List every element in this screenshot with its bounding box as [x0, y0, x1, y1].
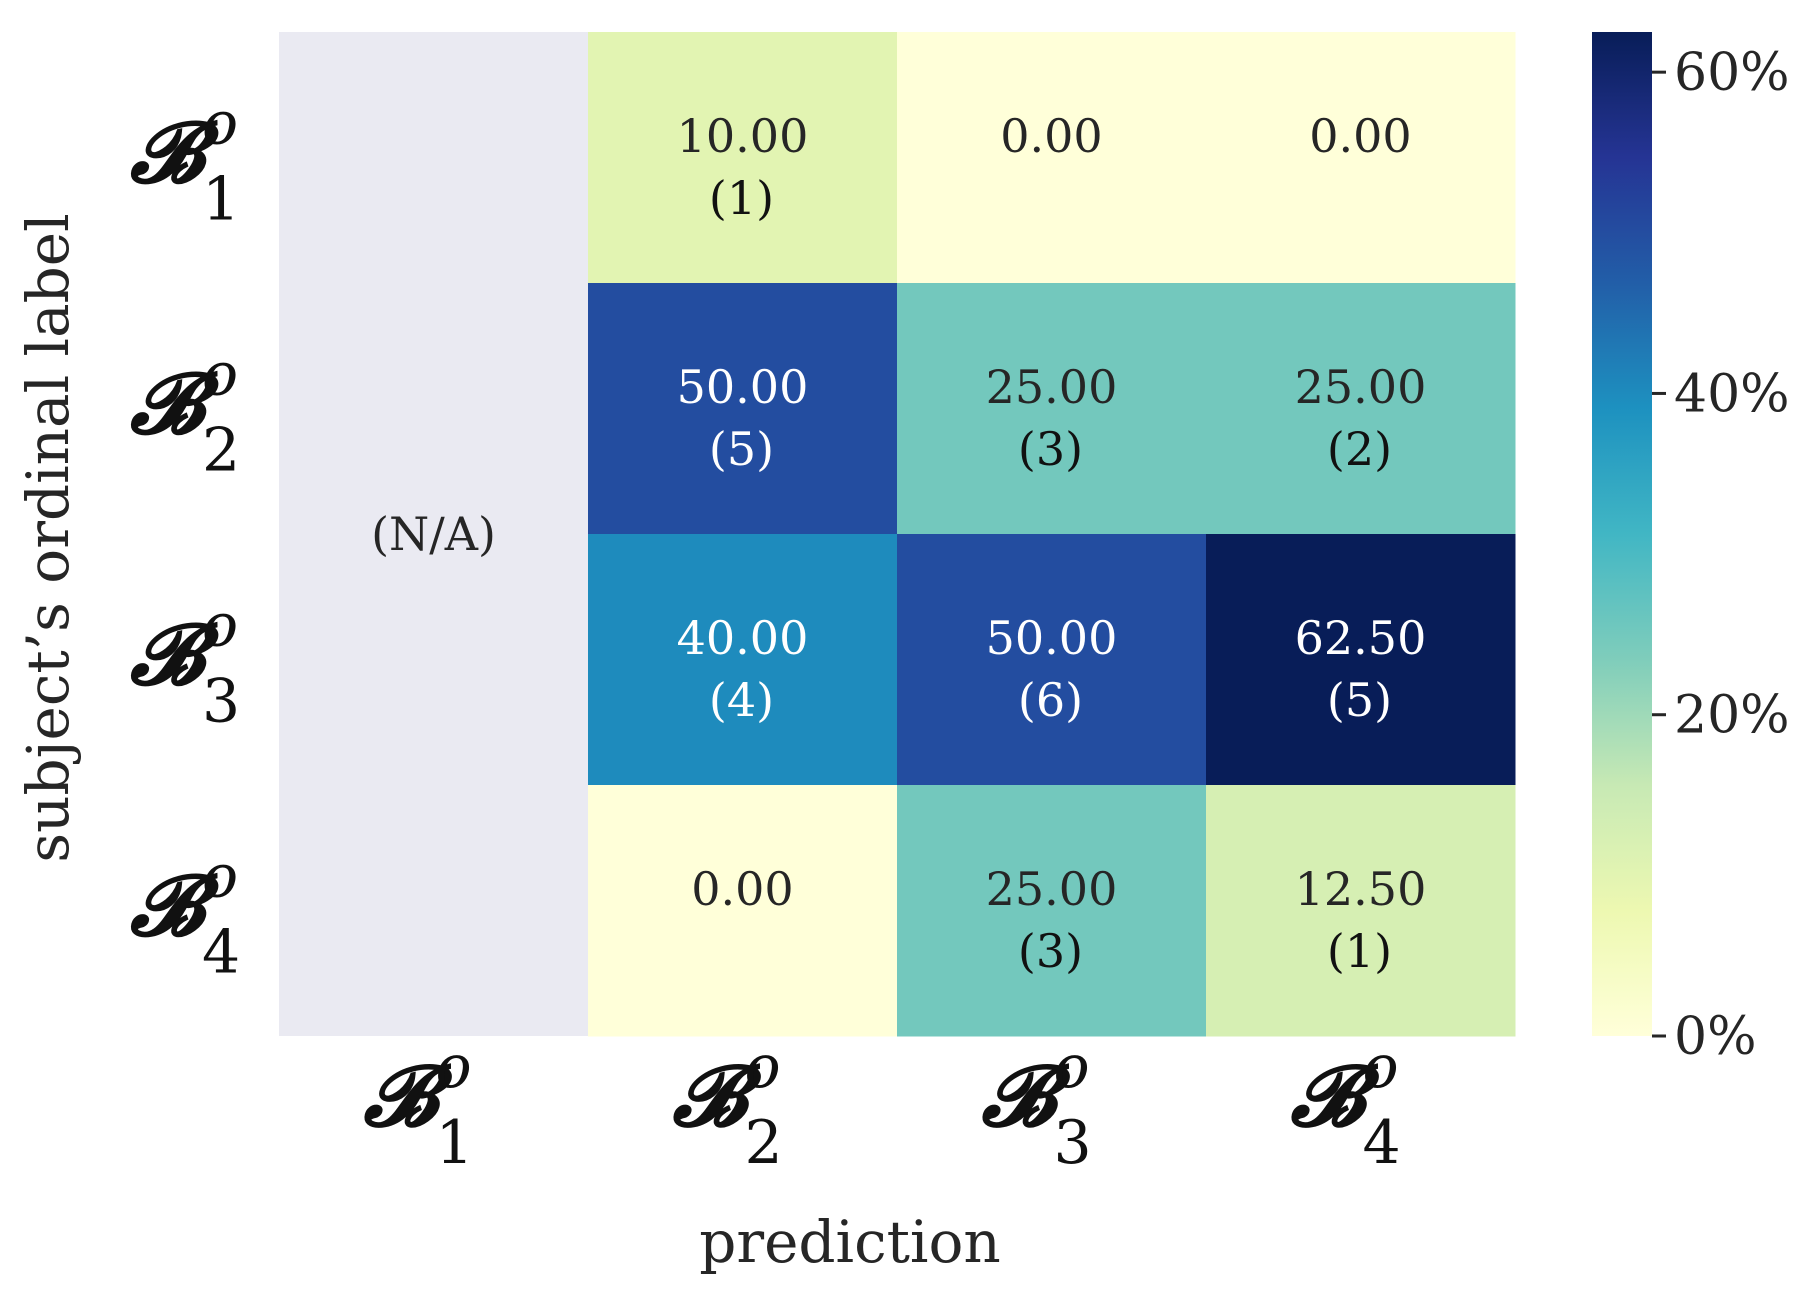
- cell-value-label: 0.00: [1000, 109, 1102, 163]
- heatmap-cells: [279, 32, 1516, 1037]
- heatmap-cell: [897, 534, 1207, 786]
- cell-count-label: (5): [709, 422, 774, 476]
- tick-sup: o: [202, 340, 238, 410]
- cell-count-label: (2): [1327, 422, 1392, 476]
- cell-value-label: 0.00: [1309, 109, 1411, 163]
- heatmap-cell: [588, 785, 898, 1037]
- x-tick-labels: 𝓑o1 𝓑o2 𝓑o3 𝓑o4: [363, 1032, 1401, 1178]
- tick-sup: o: [745, 1032, 781, 1102]
- tick-sup: o: [202, 842, 238, 912]
- cell-count-label: (3): [1018, 924, 1083, 978]
- y-axis-label: subject’s ordinal label: [14, 213, 82, 862]
- colorbar: 0% 20% 40% 60%: [1592, 32, 1790, 1067]
- heatmap-cell: [897, 785, 1207, 1037]
- tick-sup: o: [202, 89, 238, 159]
- cell-value-label: 0.00: [691, 862, 793, 916]
- y-tick-label: 𝓑o1: [129, 89, 240, 235]
- cell-labels: (N/A) 10.00 (1) 0.00 0.00 50.00 (5) 25.00 (3) 25.…: [371, 109, 1426, 978]
- heatmap-cell: [588, 32, 898, 284]
- cell-value-label: 62.50: [1295, 611, 1427, 665]
- tick-sub: 2: [745, 1108, 783, 1178]
- cell-value-label: 25.00: [1295, 360, 1427, 414]
- cell-count-label: (1): [1327, 924, 1392, 978]
- y-tick-labels: 𝓑o1 𝓑o2 𝓑o3 𝓑o4: [129, 89, 240, 988]
- tick-sub: 1: [202, 165, 240, 235]
- y-tick-label: 𝓑o4: [129, 842, 240, 988]
- cell-count-label: (4): [709, 673, 774, 727]
- colorbar-tick-label: 60%: [1674, 43, 1790, 103]
- heatmap-cell: [1206, 534, 1516, 786]
- x-axis-label: prediction: [699, 1208, 1000, 1276]
- tick-sub: 3: [202, 667, 240, 737]
- x-tick-label: 𝓑o3: [981, 1032, 1092, 1178]
- tick-sup: o: [202, 591, 238, 661]
- na-label: (N/A): [371, 507, 496, 561]
- cell-count-label: (1): [709, 171, 774, 225]
- cell-count-label: (3): [1018, 422, 1083, 476]
- tick-sup: o: [1363, 1032, 1399, 1102]
- cell-value-label: 10.00: [677, 109, 809, 163]
- x-tick-label: 𝓑o2: [672, 1032, 783, 1178]
- cell-value-label: 25.00: [986, 360, 1118, 414]
- heatmap-cell: [897, 32, 1207, 284]
- na-column-cell: [279, 32, 588, 1036]
- heatmap-cell: [1206, 785, 1516, 1037]
- colorbar-gradient: [1592, 32, 1652, 1036]
- cell-value-label: 40.00: [677, 611, 809, 665]
- colorbar-tick-label: 20%: [1674, 686, 1790, 746]
- heatmap-cell: [588, 283, 898, 535]
- cell-value-label: 50.00: [986, 611, 1118, 665]
- tick-sub: 2: [202, 416, 240, 486]
- colorbar-tick-label: 40%: [1674, 364, 1790, 424]
- colorbar-tick-label: 0%: [1674, 1007, 1757, 1067]
- cell-value-label: 12.50: [1295, 862, 1427, 916]
- tick-sub: 4: [202, 918, 240, 988]
- tick-sub: 1: [436, 1108, 474, 1178]
- heatmap-cell: [1206, 32, 1516, 284]
- x-tick-label: 𝓑o4: [1290, 1032, 1401, 1178]
- tick-sub: 4: [1363, 1108, 1401, 1178]
- tick-sub: 3: [1054, 1108, 1092, 1178]
- x-tick-label: 𝓑o1: [363, 1032, 474, 1178]
- cell-value-label: 50.00: [677, 360, 809, 414]
- cell-value-label: 25.00: [986, 862, 1118, 916]
- tick-sup: o: [1054, 1032, 1090, 1102]
- heatmap-cell: [897, 283, 1207, 535]
- y-tick-label: 𝓑o3: [129, 591, 240, 737]
- cell-count-label: (5): [1327, 673, 1392, 727]
- y-tick-label: 𝓑o2: [129, 340, 240, 486]
- heatmap-cell: [588, 534, 898, 786]
- heatmap-cell: [1206, 283, 1516, 535]
- cell-count-label: (6): [1018, 673, 1083, 727]
- tick-sup: o: [436, 1032, 472, 1102]
